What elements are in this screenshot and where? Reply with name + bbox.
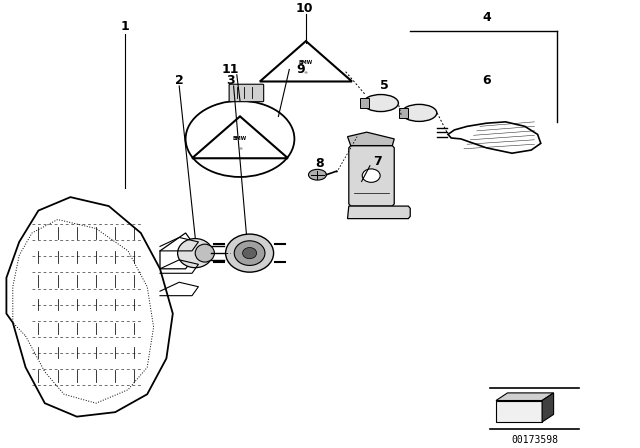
Text: ®: ®: [238, 147, 242, 151]
Ellipse shape: [243, 247, 257, 259]
Text: 6: 6: [482, 74, 491, 87]
Ellipse shape: [363, 95, 398, 112]
Ellipse shape: [308, 169, 326, 180]
Ellipse shape: [362, 169, 380, 182]
Text: 00173598: 00173598: [511, 435, 558, 445]
Text: 10: 10: [295, 2, 313, 16]
Text: BMW: BMW: [233, 136, 247, 142]
Ellipse shape: [195, 244, 214, 262]
Ellipse shape: [178, 238, 212, 268]
Text: 1: 1: [120, 20, 129, 34]
Polygon shape: [348, 132, 394, 146]
Polygon shape: [349, 146, 394, 206]
Text: BMW: BMW: [299, 60, 313, 65]
Text: 8: 8: [316, 157, 324, 170]
Polygon shape: [496, 401, 542, 422]
Text: ®: ®: [304, 71, 308, 75]
Text: 5: 5: [380, 78, 388, 92]
Text: 7: 7: [373, 155, 382, 168]
Ellipse shape: [226, 234, 274, 272]
FancyBboxPatch shape: [229, 84, 264, 102]
Polygon shape: [542, 393, 554, 422]
Text: 9: 9: [296, 63, 305, 76]
Polygon shape: [496, 393, 554, 401]
Bar: [360, 98, 369, 108]
Polygon shape: [348, 206, 410, 219]
Bar: [399, 108, 408, 118]
Ellipse shape: [402, 104, 437, 121]
Text: 3: 3: [226, 74, 235, 87]
Text: 4: 4: [482, 11, 491, 25]
Text: 11: 11: [221, 63, 239, 76]
Text: 2: 2: [175, 74, 184, 87]
Ellipse shape: [234, 241, 265, 265]
